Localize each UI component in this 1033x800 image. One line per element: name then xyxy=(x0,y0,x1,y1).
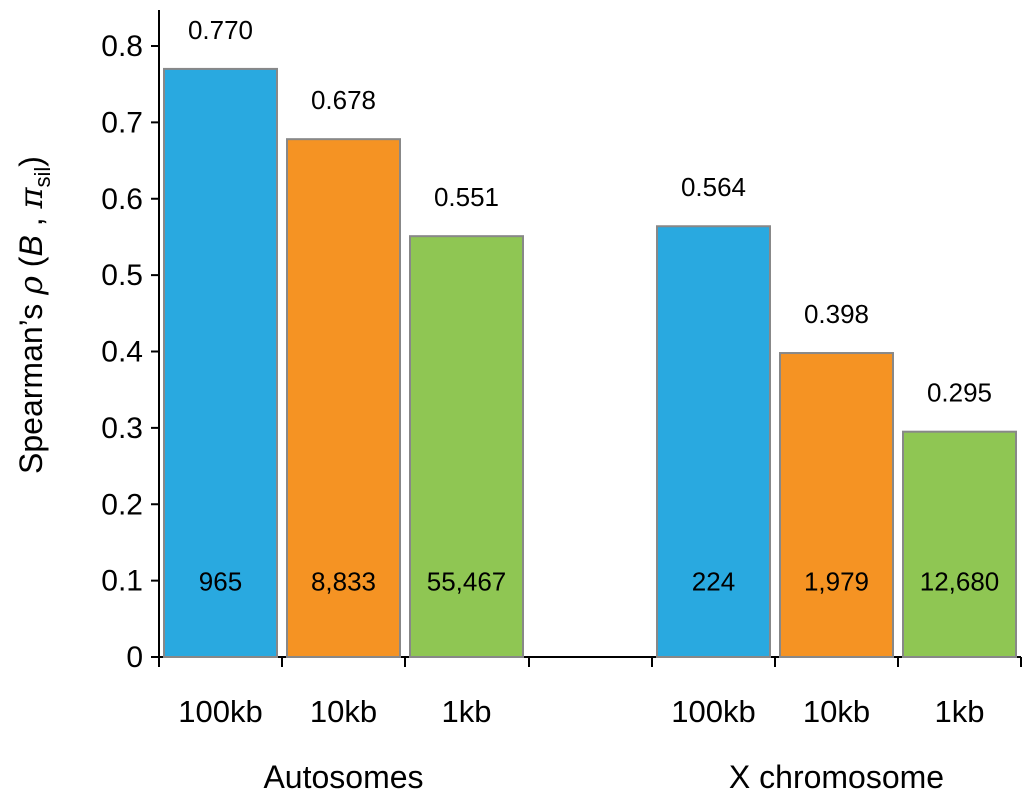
bar-count-label: 12,680 xyxy=(920,567,1000,597)
bar-value-label: 0.295 xyxy=(927,378,992,408)
y-tick-label: 0.3 xyxy=(101,412,143,445)
y-tick-label: 0.1 xyxy=(101,565,143,598)
y-tick-label: 0.5 xyxy=(101,259,143,292)
y-tick-label: 0.7 xyxy=(101,106,143,139)
category-label: 100kb xyxy=(178,694,262,729)
group-label: X chromosome xyxy=(729,759,944,795)
bar xyxy=(163,67,278,659)
category-label: 10kb xyxy=(310,694,377,729)
category-label: 10kb xyxy=(803,694,870,729)
bar xyxy=(656,225,771,658)
bar xyxy=(286,138,401,659)
y-axis-label: Spearman’s ρ (B , πsil) xyxy=(12,156,55,474)
y-tick-label: 0.8 xyxy=(101,30,143,63)
bar-count-label: 1,979 xyxy=(804,567,869,597)
group-label: Autosomes xyxy=(263,759,423,795)
labels: 0 0.1 0.2 0.3 0.4 0.5 0.6 0.7 0.8 0.770 965 100kb 0.… xyxy=(101,15,999,795)
y-label-b: B xyxy=(13,235,49,256)
bar-value-label: 0.770 xyxy=(188,15,253,45)
y-label-open: ( xyxy=(13,256,49,276)
bar-count-label: 224 xyxy=(692,567,735,597)
bar-count-label: 55,467 xyxy=(427,567,507,597)
y-tick-label: 0.4 xyxy=(101,336,143,369)
bar xyxy=(779,352,894,658)
bar-value-label: 0.564 xyxy=(681,172,746,202)
y-tick-label: 0.6 xyxy=(101,183,143,216)
bar xyxy=(902,430,1017,658)
y-label-rho: ρ xyxy=(12,276,50,296)
category-label: 100kb xyxy=(671,694,755,729)
y-tick-label: 0 xyxy=(126,641,143,674)
bar-count-label: 8,833 xyxy=(311,567,376,597)
bar-value-label: 0.678 xyxy=(311,85,376,115)
category-label: 1kb xyxy=(442,694,492,729)
bar-count-label: 965 xyxy=(199,567,242,597)
y-label-pi: π xyxy=(12,187,50,210)
y-label-close: ) xyxy=(13,156,49,167)
y-tick-label: 0.2 xyxy=(101,488,143,521)
bar-value-label: 0.398 xyxy=(804,299,869,329)
y-label-subscript: sil xyxy=(30,167,55,188)
bar xyxy=(409,235,524,659)
category-label: 1kb xyxy=(935,694,985,729)
bar-value-label: 0.551 xyxy=(434,182,499,212)
bars xyxy=(163,67,1017,659)
y-label-prefix: Spearman’s xyxy=(13,295,49,474)
y-label-comma: , xyxy=(13,209,49,236)
